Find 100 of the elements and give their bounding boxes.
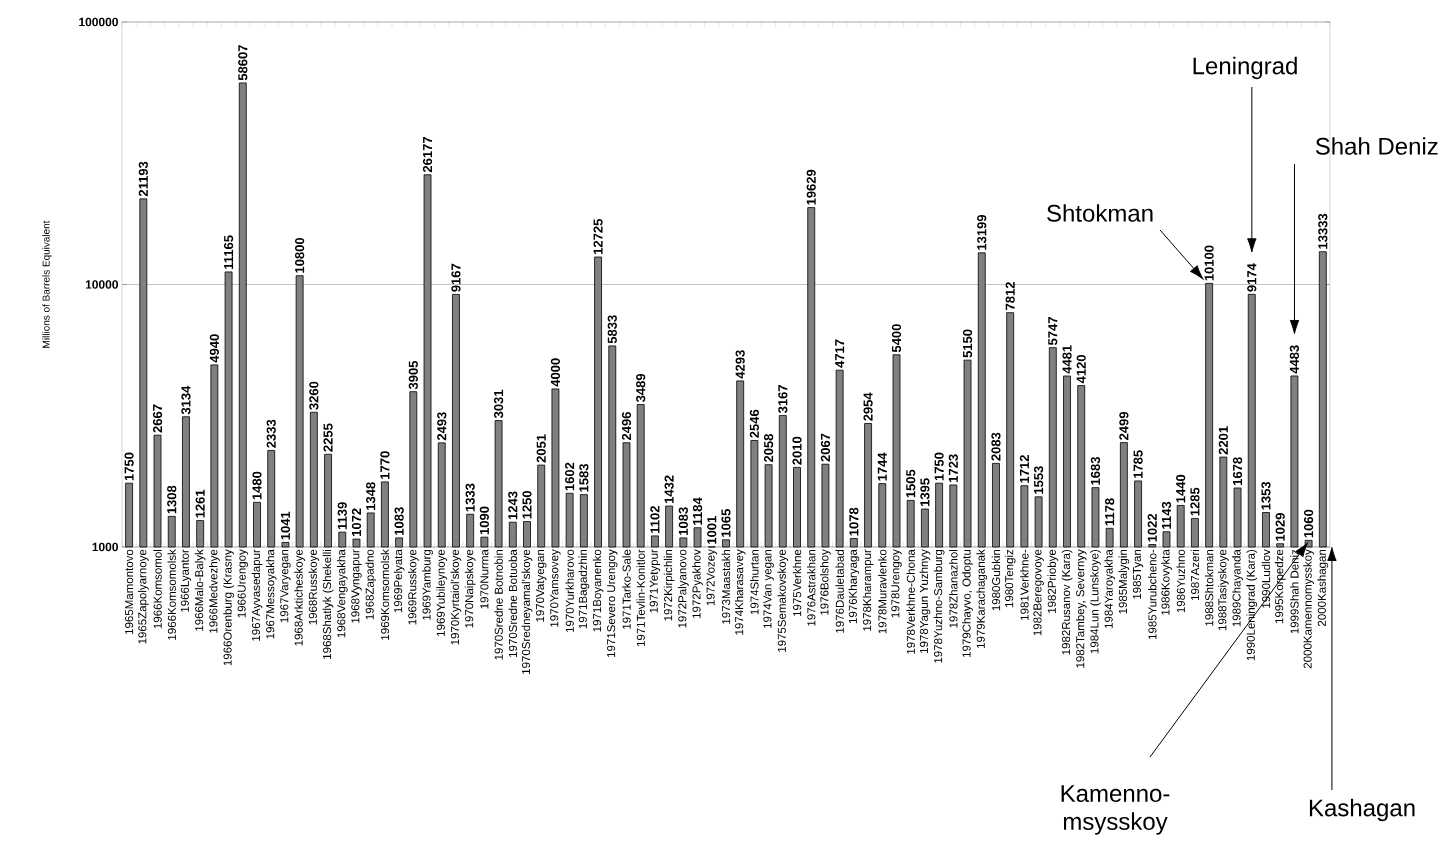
data-label: 1395 <box>920 478 930 507</box>
x-tick-label: 1988Tasiyskoye <box>1217 549 1229 631</box>
x-tick-label: 1970Kyrtaiol'skoye <box>450 549 462 645</box>
x-tick-label: 1999Shah Deniz <box>1290 549 1299 634</box>
x-tick-label: 1971Yetypur <box>649 549 661 613</box>
x-tick-label: 1982Tambey, Severnyy <box>1075 549 1087 668</box>
data-label: 1143 <box>1161 501 1172 529</box>
x-tick-label: 1970Sredne Botuoba <box>508 549 518 658</box>
y-tick-label: 1000 <box>92 542 118 552</box>
data-label: 3489 <box>636 373 646 403</box>
x-tick-label: 1978Yagun Yuzhnyy <box>919 549 931 653</box>
data-label: 1678 <box>1232 457 1243 485</box>
data-label: 1440 <box>1176 474 1186 503</box>
data-label: 1353 <box>1261 481 1271 510</box>
data-label: 1178 <box>1105 498 1115 526</box>
x-tick-label: 1965Zapolyarnoye <box>137 549 149 644</box>
x-tick-label: 1972Palyanovo <box>677 549 689 628</box>
x-tick-label: 1990Leningrad (Kara) <box>1246 549 1258 661</box>
data-label: 2496 <box>621 412 632 441</box>
text: Kashagan <box>1309 798 1415 822</box>
x-tick-label: 1966Medvezhye <box>209 549 220 633</box>
data-label: 1333 <box>465 483 475 512</box>
x-tick-label: 1985Malygin <box>1118 549 1130 614</box>
x-tick-label: 1969Yubileynoye <box>436 549 448 636</box>
x-tick-label: 1978Kharampur <box>862 549 874 631</box>
x-tick-label: 1984Yaroyakha <box>1104 549 1116 629</box>
x-tick-label: 1980Gubkin <box>991 549 1001 611</box>
x-tick-label: 1966Lyantor <box>180 549 192 612</box>
data-label: 2010 <box>792 436 802 465</box>
x-tick-label: 1982Priobye <box>1047 549 1059 613</box>
x-tick-label: 1986Kovykta <box>1161 549 1172 615</box>
x-tick-label: 1969Pelyata <box>393 549 405 613</box>
data-label: 1065 <box>721 509 731 537</box>
data-label: 1083 <box>678 507 688 535</box>
data-label: 1139 <box>337 502 347 530</box>
x-tick-label: 1979Karachaganak <box>976 549 988 649</box>
data-label: 1090 <box>479 506 489 535</box>
data-label: 10100 <box>1204 245 1214 281</box>
x-tick-label: 1969Russkoye <box>407 549 419 625</box>
data-label: 1250 <box>522 490 532 519</box>
x-tick-label: 1972Vozey <box>706 549 717 606</box>
x-tick-label: 1968Arkticheskoye <box>294 549 305 646</box>
data-label: 4000 <box>550 358 561 387</box>
data-label: 2667 <box>152 404 163 433</box>
x-tick-label: 1974Van yegan <box>763 549 774 629</box>
data-label: 3905 <box>408 360 418 390</box>
x-tick-label: 1968Vengayakha <box>336 549 348 638</box>
data-label: 1432 <box>664 475 674 504</box>
data-label: 9174 <box>1247 263 1257 292</box>
x-tick-label: 1974Shurtan <box>750 549 759 615</box>
x-tick-label: 1995Korpedze <box>1274 549 1286 624</box>
data-label: 3134 <box>181 385 191 415</box>
x-tick-label: 1982Rusanov (Kara) <box>1061 549 1073 655</box>
x-tick-label: 1976Bolshoy <box>820 549 831 615</box>
data-label: 21193 <box>138 161 148 197</box>
x-tick-label: 1966Urengoy <box>237 549 248 618</box>
data-label: 7812 <box>1005 282 1015 310</box>
data-label: 19629 <box>806 169 816 205</box>
data-label: 5833 <box>607 315 617 344</box>
x-tick-label: 1985Tyan <box>1132 549 1144 599</box>
data-label: 5747 <box>1048 317 1058 346</box>
x-tick-label: 1990Ludlov <box>1261 549 1271 608</box>
data-label: 1583 <box>579 463 589 492</box>
x-tick-label: 1978Zhanazhol <box>949 549 958 628</box>
data-label: 1505 <box>906 469 916 498</box>
x-tick-label: 1975Verkhne <box>792 549 802 617</box>
data-label: 2051 <box>536 434 546 463</box>
data-label: 2058 <box>763 434 774 463</box>
data-label: 1029 <box>1275 513 1285 541</box>
data-label: 58607 <box>238 45 248 81</box>
data-label: 13333 <box>1318 213 1328 249</box>
data-label: 2067 <box>820 433 831 462</box>
x-tick-label: 1981Verkhne- <box>1020 549 1029 620</box>
x-tick-label: 1968Zapadno <box>365 549 377 620</box>
x-tick-label: 2000Kamennomysskoy <box>1303 549 1314 669</box>
data-label: 1744 <box>877 452 887 481</box>
x-tick-label: 1974Kharasavey <box>734 549 746 635</box>
x-tick-label: 1978Urengoy <box>891 549 902 618</box>
x-tick-label: 1972Kirpichlin <box>663 549 675 621</box>
data-label: 1770 <box>380 451 390 479</box>
data-label: 1723 <box>948 454 958 482</box>
data-label: 1060 <box>1304 509 1314 538</box>
data-label: 1243 <box>508 491 518 520</box>
x-tick-label: 1971Severo Urengoy <box>607 549 618 657</box>
x-tick-label: 1971Boyanenko <box>592 549 604 632</box>
data-label: 1348 <box>366 482 376 510</box>
x-tick-label: 1970Sredne Botnobin <box>494 549 503 660</box>
data-label: 1480 <box>252 471 262 500</box>
x-tick-label: 1970Yurkharovo <box>565 549 574 633</box>
x-tick-label: 1968Shatlyk (Shekelli <box>322 549 334 659</box>
x-tick-label: 1982Beregovoye <box>1033 549 1044 636</box>
data-label: 4293 <box>735 350 745 379</box>
data-label: 1553 <box>1033 466 1044 494</box>
data-label: 3260 <box>309 381 319 410</box>
x-tick-label: 1978Muravlenko <box>878 549 887 634</box>
x-tick-label: 1976Astrakhan <box>807 549 816 626</box>
data-label: 1750 <box>124 452 134 481</box>
x-tick-label: 1989Chayanda <box>1232 549 1243 627</box>
data-label: 1602 <box>565 462 575 491</box>
x-tick-label: 1965Mamontovo <box>125 549 134 634</box>
